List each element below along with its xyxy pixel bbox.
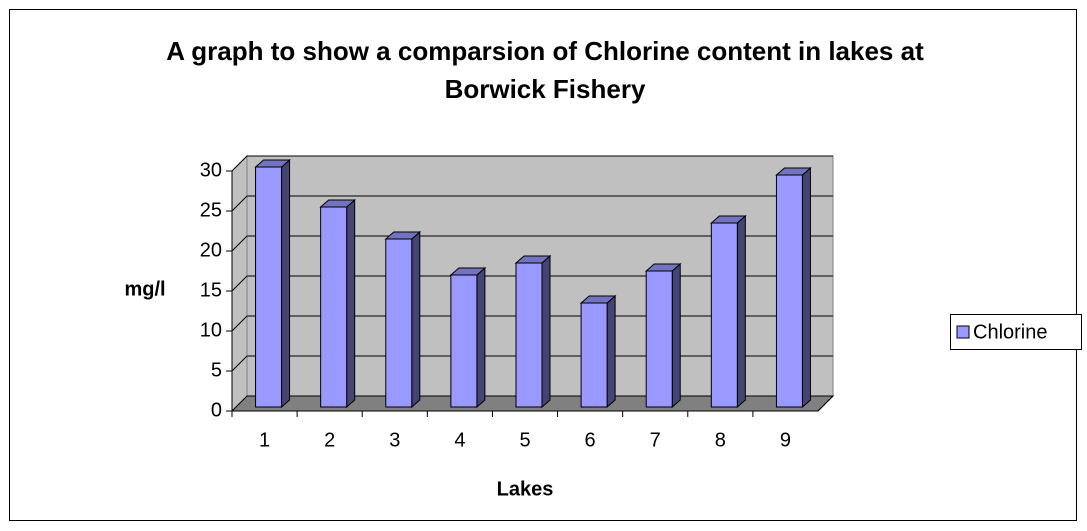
x-tick-label: 2 — [324, 429, 335, 451]
bar — [580, 302, 608, 408]
legend-label: Chlorine — [973, 321, 1047, 343]
bar-side — [606, 294, 616, 409]
bar-side — [801, 166, 811, 409]
x-tick-label: 7 — [650, 429, 661, 451]
grid-line — [231, 315, 248, 332]
y-tick-label: 25 — [200, 199, 222, 221]
bar — [710, 222, 738, 408]
y-tick-label: 30 — [200, 159, 222, 181]
bar-side — [281, 158, 291, 409]
bar-side — [671, 262, 681, 409]
bar-side — [736, 214, 746, 409]
grid-line — [231, 195, 248, 212]
bar — [255, 166, 283, 408]
grid-line — [231, 235, 248, 252]
grid-line — [231, 155, 248, 172]
bar — [775, 174, 803, 408]
y-tick-label: 5 — [211, 359, 222, 381]
bar — [320, 206, 348, 408]
x-tick-label: 4 — [454, 429, 465, 451]
x-tick-label: 6 — [585, 429, 596, 451]
x-axis-end — [817, 395, 834, 412]
chart-title: A graph to show a comparsion of Chlorine… — [166, 36, 924, 104]
x-tick-label: 1 — [259, 429, 270, 451]
x-tick-label: 8 — [715, 429, 726, 451]
bar-side — [346, 198, 356, 409]
grid-line — [231, 355, 248, 372]
bar — [515, 262, 543, 408]
x-tick-label: 9 — [780, 429, 791, 451]
grid-line — [231, 275, 248, 292]
y-tick-label: 10 — [200, 319, 222, 341]
y-axis-title: mg/l — [124, 278, 165, 300]
bar-side — [411, 230, 421, 409]
y-tick-label: 15 — [200, 279, 222, 301]
x-tick-label: 3 — [389, 429, 400, 451]
legend-swatch — [956, 325, 970, 339]
x-tick-label: 5 — [519, 429, 530, 451]
bar-side — [541, 254, 551, 409]
y-tick-label: 0 — [211, 399, 222, 421]
bar — [385, 238, 413, 408]
x-axis-title: Lakes — [497, 478, 554, 500]
bar — [450, 274, 478, 408]
y-tick-label: 20 — [200, 239, 222, 261]
bar — [645, 270, 673, 408]
bar-side — [476, 266, 486, 409]
legend-box — [950, 314, 1082, 350]
